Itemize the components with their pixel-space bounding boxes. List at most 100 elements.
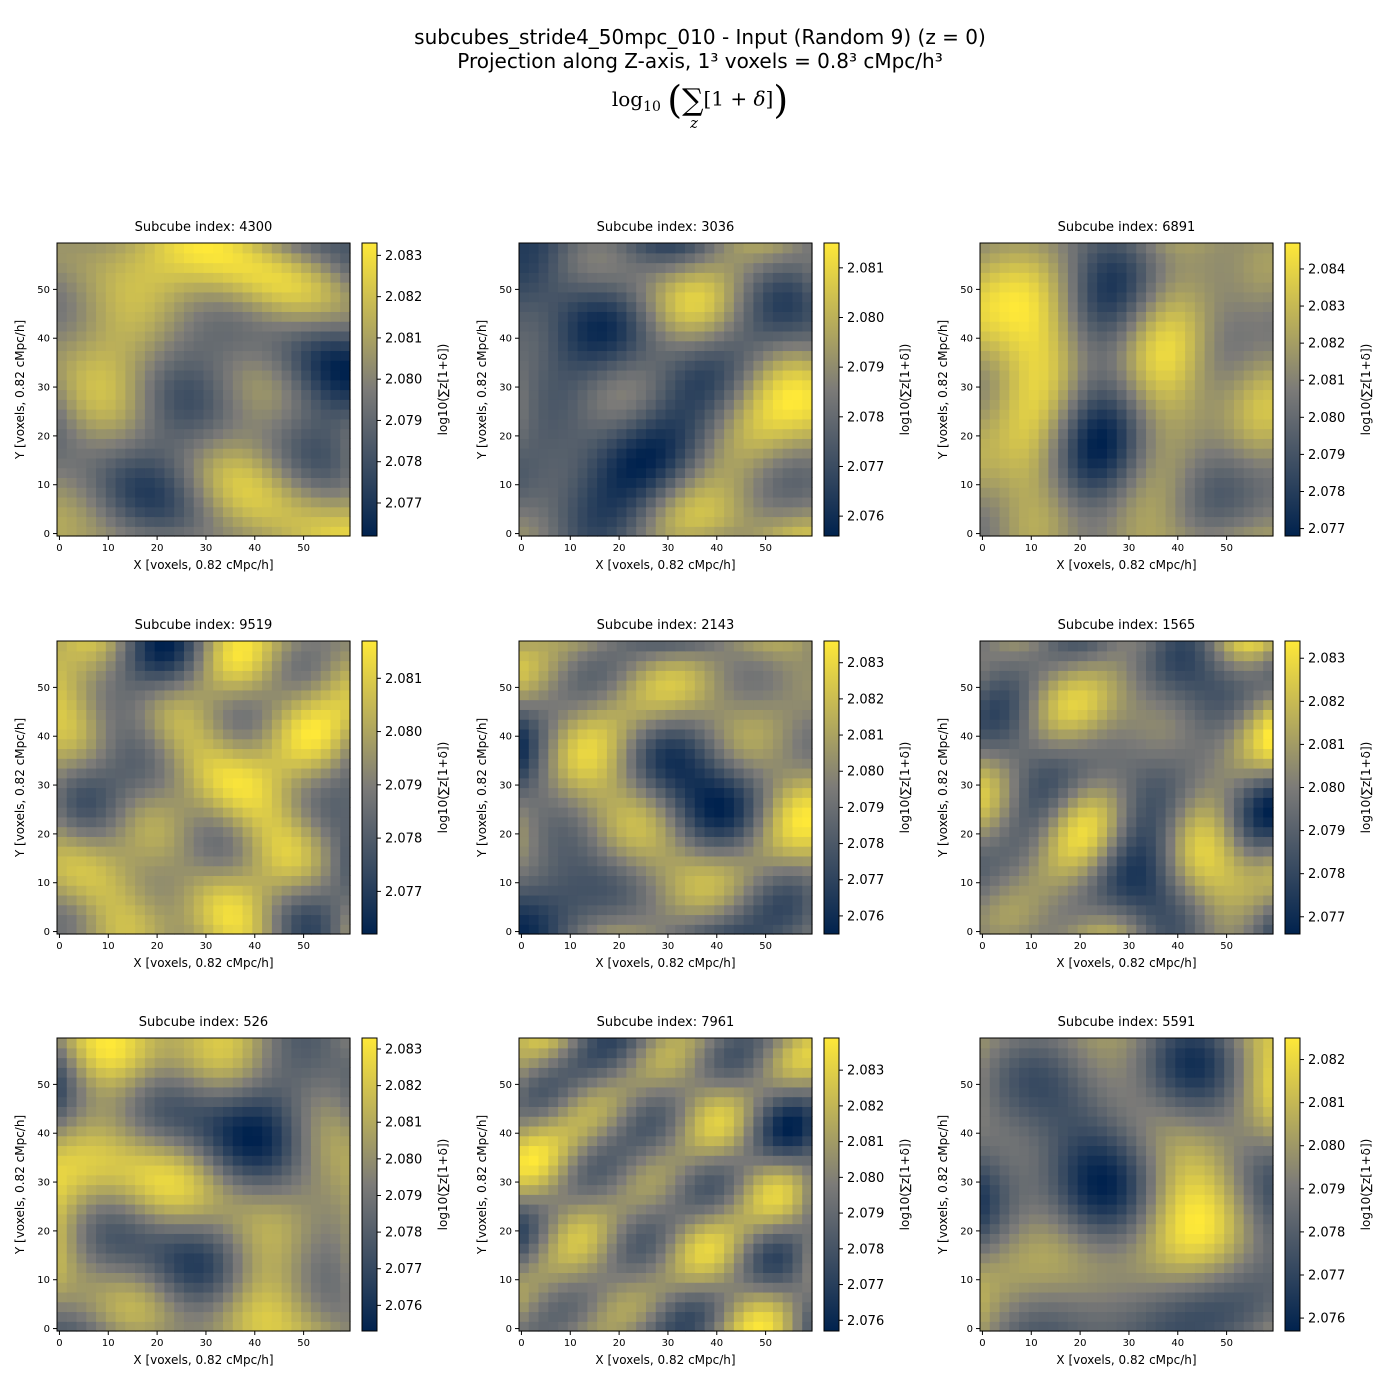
heatmap-cell: [174, 641, 185, 652]
heatmap-cell: [125, 826, 136, 837]
heatmap-cell: [1028, 399, 1040, 410]
heatmap-cell: [76, 875, 87, 886]
heatmap-cell: [1224, 924, 1235, 935]
heatmap-cell: [213, 301, 224, 312]
heatmap-cell: [115, 689, 126, 701]
heatmap-cell: [115, 767, 126, 779]
heatmap-cell: [125, 506, 136, 518]
heatmap-cell: [636, 865, 647, 876]
heatmap-cell: [1136, 506, 1147, 518]
heatmap-cell: [1214, 477, 1225, 488]
heatmap-cell: [772, 797, 784, 808]
heatmap-cell: [125, 477, 136, 488]
heatmap-cell: [154, 787, 166, 798]
heatmap-cell: [1067, 526, 1079, 537]
heatmap-cell: [763, 924, 774, 935]
heatmap-cell: [203, 865, 214, 876]
heatmap-cell: [1106, 467, 1118, 478]
heatmap-cell: [1233, 855, 1245, 867]
heatmap-cell: [66, 321, 78, 332]
heatmap-cell: [1048, 330, 1059, 342]
heatmap-cell: [528, 389, 540, 400]
heatmap-cell: [616, 291, 628, 303]
colorbar-tick-label: 2.081: [385, 672, 422, 687]
heatmap-cell: [262, 360, 273, 371]
heatmap-cell: [301, 758, 312, 769]
heatmap-cell: [125, 379, 136, 391]
heatmap-cell: [164, 748, 175, 759]
heatmap-cell: [548, 924, 559, 935]
heatmap-cell: [1097, 291, 1108, 303]
heatmap-cell: [519, 738, 530, 750]
heatmap-cell: [645, 719, 657, 730]
heatmap-cell: [1038, 457, 1049, 469]
heatmap-cell: [76, 914, 87, 925]
heatmap-cell: [980, 399, 991, 410]
heatmap-cell: [1019, 496, 1030, 508]
x-tick-label: 0: [518, 941, 524, 952]
heatmap-cell: [772, 301, 784, 312]
heatmap-cell: [1233, 487, 1245, 498]
heatmap-cell: [281, 689, 292, 701]
heatmap-cell: [183, 409, 195, 420]
heatmap-cell: [252, 321, 263, 332]
heatmap-cell: [733, 487, 745, 498]
heatmap-cell: [340, 767, 351, 779]
heatmap-cell: [291, 272, 302, 283]
heatmap-cell: [125, 777, 136, 789]
heatmap-cell: [636, 418, 647, 430]
heatmap-cell: [154, 699, 166, 710]
heatmap-cell: [174, 350, 185, 361]
heatmap-cell: [587, 807, 598, 818]
heatmap-cell: [802, 924, 813, 935]
heatmap-cell: [125, 321, 136, 332]
heatmap-cell: [57, 699, 68, 710]
heatmap-cell: [183, 516, 195, 527]
heatmap-cell: [714, 321, 725, 332]
heatmap-cell: [558, 252, 569, 264]
heatmap-cell: [733, 428, 745, 439]
heatmap-cell: [213, 262, 224, 273]
heatmap-cell: [1165, 389, 1176, 400]
y-tick-label: 10: [37, 480, 50, 491]
heatmap-cell: [626, 728, 637, 740]
heatmap-cell: [577, 826, 588, 837]
heatmap-cell: [203, 291, 214, 303]
heatmap-cell: [183, 875, 195, 886]
heatmap-cell: [1185, 389, 1196, 400]
heatmap-cell: [66, 670, 78, 681]
heatmap-cell: [763, 272, 774, 283]
heatmap-cell: [213, 369, 224, 381]
heatmap-cell: [1253, 350, 1264, 361]
heatmap-cell: [704, 885, 715, 896]
heatmap-cell: [154, 797, 166, 808]
heatmap-cell: [242, 777, 253, 789]
heatmap-cell: [704, 904, 715, 916]
heatmap-cell: [213, 875, 224, 886]
heatmap-cell: [616, 660, 628, 671]
heatmap-cell: [597, 506, 608, 518]
heatmap-cell: [675, 418, 686, 430]
heatmap-cell: [174, 777, 185, 789]
heatmap-cell: [558, 301, 569, 312]
heatmap-cell: [567, 807, 579, 818]
heatmap-cell: [115, 262, 126, 273]
heatmap-cell: [1009, 262, 1020, 273]
heatmap-cell: [135, 477, 146, 488]
heatmap-cell: [528, 680, 540, 691]
heatmap-cell: [989, 272, 1001, 283]
heatmap-cell: [144, 826, 156, 837]
heatmap-cell: [1009, 457, 1020, 469]
heatmap-cell: [606, 438, 618, 449]
heatmap-cell: [164, 885, 175, 896]
heatmap-cell: [135, 448, 146, 459]
heatmap-cell: [320, 748, 332, 759]
heatmap-cell: [1087, 243, 1098, 254]
heatmap-cell: [714, 409, 725, 420]
heatmap-cell: [606, 418, 618, 430]
heatmap-cell: [213, 496, 224, 508]
heatmap-cell: [86, 807, 97, 818]
heatmap-cell: [1106, 301, 1118, 312]
heatmap-cell: [252, 506, 263, 518]
heatmap-cell: [645, 894, 657, 906]
